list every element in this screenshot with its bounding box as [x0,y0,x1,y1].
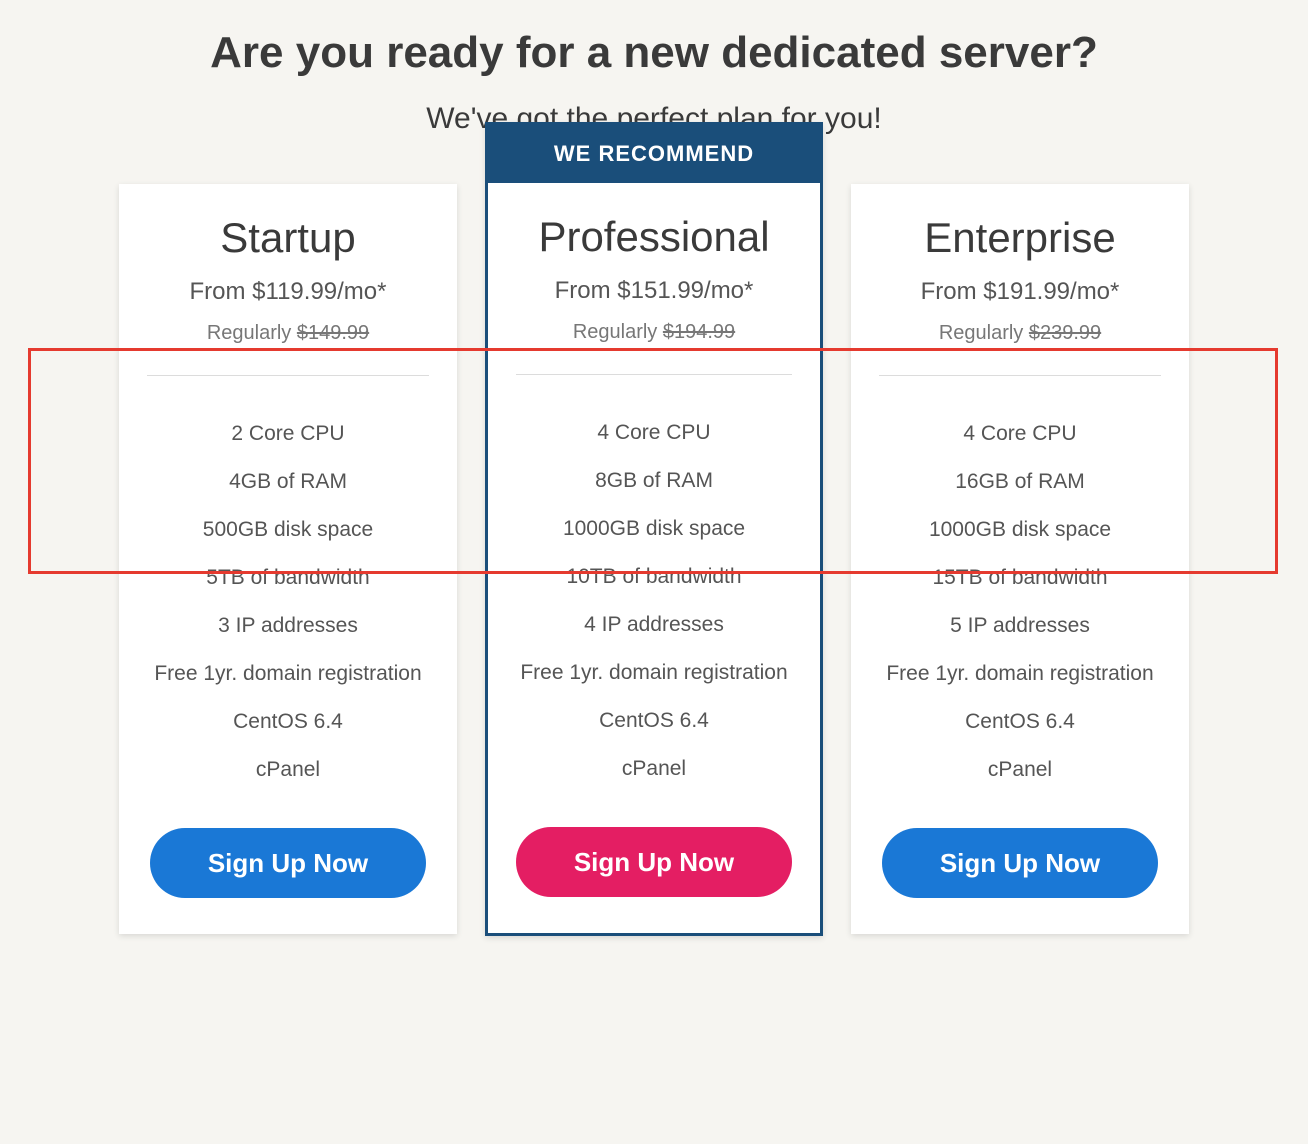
feature-item: 15TB of bandwidth [851,554,1189,602]
feature-item: cPanel [119,746,457,794]
plan-name: Professional [488,213,820,261]
signup-button-startup[interactable]: Sign Up Now [150,828,426,898]
feature-item: Free 1yr. domain registration [851,650,1189,698]
feature-item: 3 IP addresses [119,602,457,650]
plan-card-professional: WE RECOMMEND Professional From $151.99/m… [485,122,823,936]
signup-button-professional[interactable]: Sign Up Now [516,827,792,897]
feature-item: 4 Core CPU [488,409,820,457]
regular-value: $149.99 [297,322,369,344]
plan-features-list: 2 Core CPU 4GB of RAM 500GB disk space 5… [119,410,457,794]
feature-item: 5 IP addresses [851,602,1189,650]
plan-regular-price: Regularly $239.99 [851,322,1189,345]
feature-item: CentOS 6.4 [119,698,457,746]
plan-regular-price: Regularly $149.99 [119,322,457,345]
plan-name: Startup [119,214,457,262]
plan-price: From $119.99/mo* [119,278,457,306]
plan-divider [879,375,1161,376]
feature-item: 16GB of RAM [851,458,1189,506]
regular-label: Regularly [939,322,1029,344]
page-title: Are you ready for a new dedicated server… [0,28,1308,78]
feature-item: 500GB disk space [119,506,457,554]
feature-item: 10TB of bandwidth [488,553,820,601]
plan-price: From $151.99/mo* [488,277,820,305]
page-header: Are you ready for a new dedicated server… [0,0,1308,136]
feature-item: CentOS 6.4 [851,698,1189,746]
regular-value: $239.99 [1029,322,1101,344]
feature-item: 1000GB disk space [488,505,820,553]
plan-divider [147,375,429,376]
regular-label: Regularly [207,322,297,344]
plan-divider [516,374,792,375]
feature-item: 1000GB disk space [851,506,1189,554]
feature-item: Free 1yr. domain registration [488,649,820,697]
feature-item: 5TB of bandwidth [119,554,457,602]
feature-item: CentOS 6.4 [488,697,820,745]
plan-price: From $191.99/mo* [851,278,1189,306]
plan-features-list: 4 Core CPU 16GB of RAM 1000GB disk space… [851,410,1189,794]
feature-item: cPanel [851,746,1189,794]
plan-name: Enterprise [851,214,1189,262]
signup-button-enterprise[interactable]: Sign Up Now [882,828,1158,898]
feature-item: 4 IP addresses [488,601,820,649]
plan-regular-price: Regularly $194.99 [488,321,820,344]
plan-features-list: 4 Core CPU 8GB of RAM 1000GB disk space … [488,409,820,793]
feature-item: Free 1yr. domain registration [119,650,457,698]
plan-card-enterprise: Enterprise From $191.99/mo* Regularly $2… [851,184,1189,934]
recommend-banner: WE RECOMMEND [488,125,820,183]
feature-item: cPanel [488,745,820,793]
regular-label: Regularly [573,321,663,343]
feature-item: 8GB of RAM [488,457,820,505]
feature-item: 2 Core CPU [119,410,457,458]
feature-item: 4 Core CPU [851,410,1189,458]
plan-card-startup: Startup From $119.99/mo* Regularly $149.… [119,184,457,934]
regular-value: $194.99 [663,321,735,343]
feature-item: 4GB of RAM [119,458,457,506]
pricing-plans-row: Startup From $119.99/mo* Regularly $149.… [0,184,1308,936]
